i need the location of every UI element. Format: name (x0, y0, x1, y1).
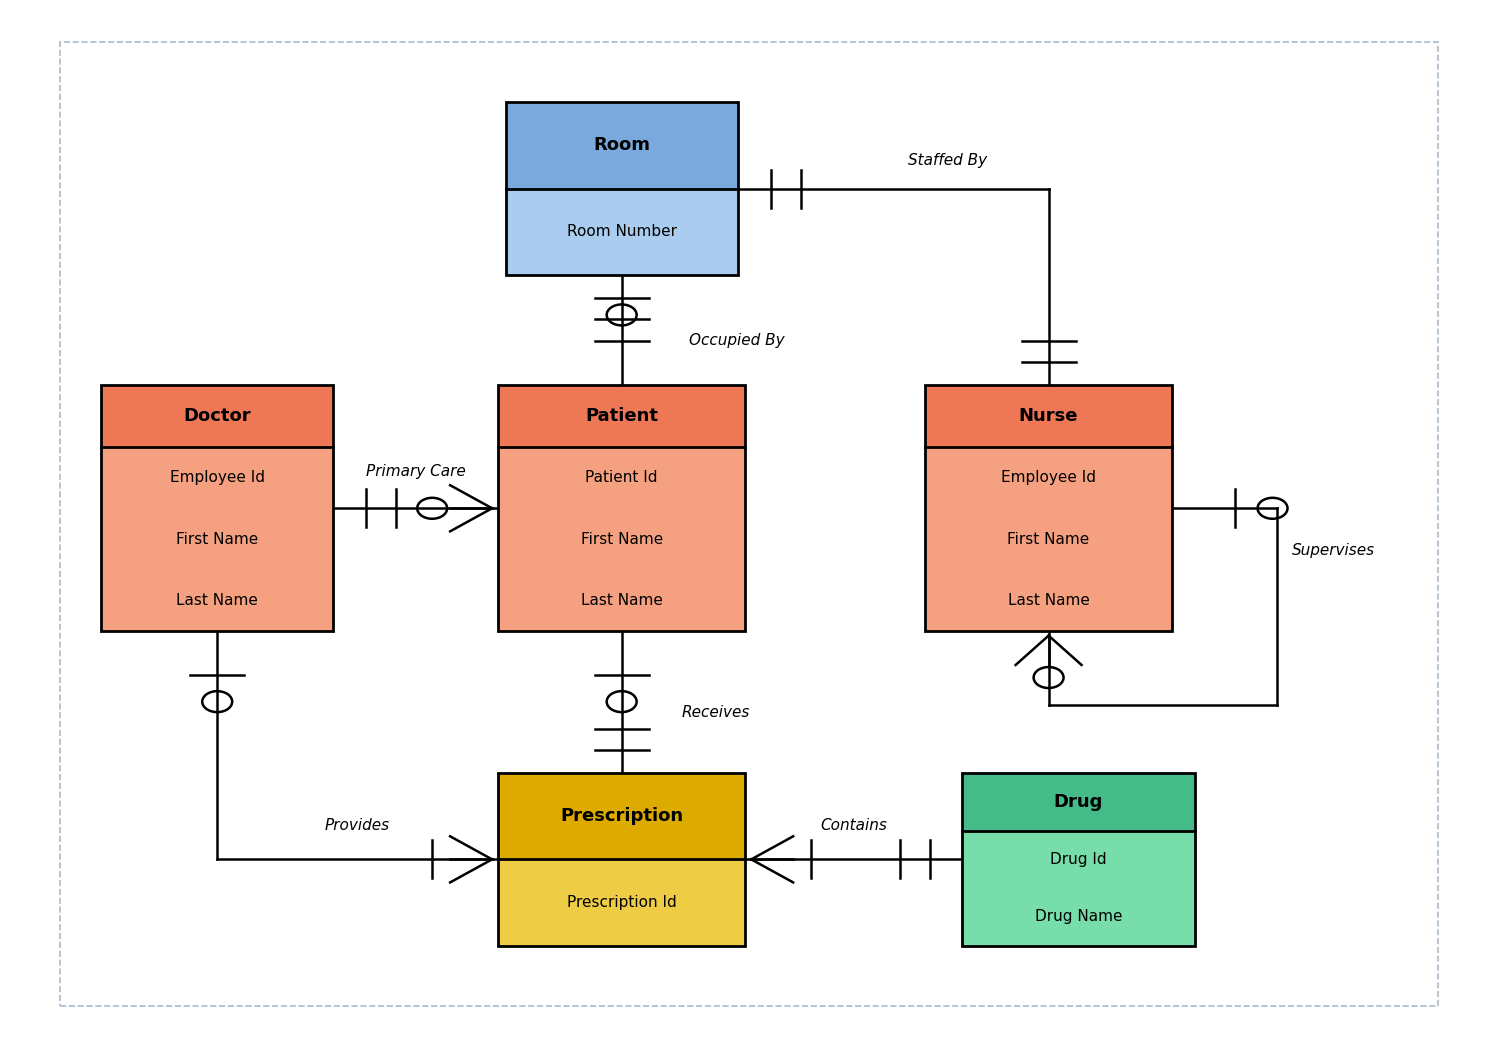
Text: Supervises: Supervises (1291, 543, 1375, 558)
Text: Room: Room (593, 136, 650, 154)
Text: Contains: Contains (821, 818, 887, 833)
Bar (962, 773, 1195, 945)
Bar (505, 103, 737, 276)
Bar (100, 386, 333, 446)
Text: Prescription: Prescription (560, 807, 683, 825)
Bar (497, 386, 745, 446)
Bar (505, 189, 737, 276)
Bar (497, 859, 745, 945)
Text: Doctor: Doctor (183, 407, 252, 424)
Text: Last Name: Last Name (1008, 593, 1089, 608)
Text: Employee Id: Employee Id (1001, 470, 1097, 485)
Text: Receives: Receives (682, 705, 750, 720)
Bar (100, 446, 333, 631)
Text: First Name: First Name (1008, 531, 1089, 547)
Bar (100, 385, 333, 631)
Bar (505, 103, 737, 189)
Text: Patient: Patient (586, 407, 658, 424)
Bar (497, 773, 745, 859)
Text: Drug: Drug (1055, 792, 1103, 811)
Bar (924, 446, 1171, 631)
Text: Drug Id: Drug Id (1050, 852, 1107, 867)
Text: First Name: First Name (581, 531, 662, 547)
Text: Employee Id: Employee Id (169, 470, 265, 485)
Bar (962, 773, 1195, 830)
Bar (497, 385, 745, 631)
Text: Prescription Id: Prescription Id (566, 895, 677, 910)
Text: Staffed By: Staffed By (908, 153, 987, 168)
Text: Primary Care: Primary Care (366, 464, 466, 479)
Bar (962, 830, 1195, 945)
Bar (924, 386, 1171, 446)
Text: Last Name: Last Name (581, 593, 662, 608)
Text: Patient Id: Patient Id (586, 470, 658, 485)
Text: Last Name: Last Name (177, 593, 258, 608)
Bar (497, 446, 745, 631)
Text: Nurse: Nurse (1019, 407, 1079, 424)
Text: Provides: Provides (325, 818, 389, 833)
Text: First Name: First Name (177, 531, 258, 547)
Text: Occupied By: Occupied By (689, 333, 785, 348)
Bar (497, 773, 745, 945)
Bar (924, 385, 1171, 631)
Text: Drug Name: Drug Name (1035, 910, 1122, 924)
Text: Room Number: Room Number (566, 224, 677, 239)
